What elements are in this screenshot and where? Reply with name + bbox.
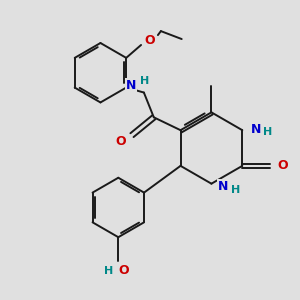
Text: O: O xyxy=(118,264,129,278)
Text: H: H xyxy=(140,76,149,85)
Text: O: O xyxy=(116,135,126,148)
Text: H: H xyxy=(104,266,113,276)
Text: N: N xyxy=(251,123,261,136)
Text: H: H xyxy=(263,127,273,137)
Text: N: N xyxy=(126,79,136,92)
Text: O: O xyxy=(145,34,155,46)
Text: O: O xyxy=(278,159,288,172)
Text: N: N xyxy=(218,180,229,193)
Text: H: H xyxy=(231,184,240,195)
